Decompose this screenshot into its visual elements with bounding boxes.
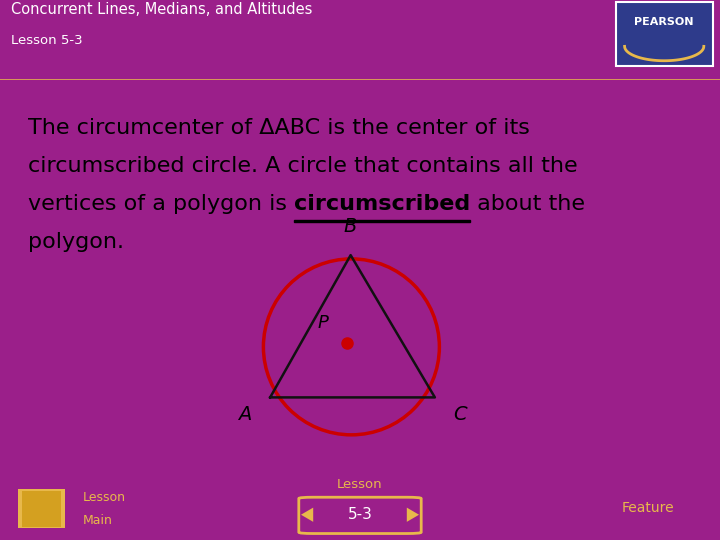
Text: P: P xyxy=(318,314,328,332)
Text: Lesson: Lesson xyxy=(337,478,383,491)
Polygon shape xyxy=(301,508,313,522)
Text: 5-3: 5-3 xyxy=(348,507,372,522)
Text: Main: Main xyxy=(83,514,112,527)
Text: Feature: Feature xyxy=(621,501,675,515)
Text: B: B xyxy=(344,218,357,237)
Text: polygon.: polygon. xyxy=(28,232,124,252)
Text: A: A xyxy=(238,405,251,424)
Text: about the: about the xyxy=(470,194,585,214)
Text: circumscribed: circumscribed xyxy=(294,194,470,214)
Bar xyxy=(294,220,470,222)
FancyBboxPatch shape xyxy=(616,2,713,65)
Text: Lesson: Lesson xyxy=(83,491,126,504)
Text: Geometry: Geometry xyxy=(538,63,614,77)
FancyBboxPatch shape xyxy=(299,497,421,534)
Text: Concurrent Lines, Medians, and Altitudes: Concurrent Lines, Medians, and Altitudes xyxy=(11,2,312,17)
Text: Lesson 5-3: Lesson 5-3 xyxy=(11,33,82,46)
Text: vertices of a polygon is: vertices of a polygon is xyxy=(28,194,294,214)
Text: circumscribed circle. A circle that contains all the: circumscribed circle. A circle that cont… xyxy=(28,156,577,176)
Text: The circumcenter of ΔABC is the center of its: The circumcenter of ΔABC is the center o… xyxy=(28,118,530,138)
Text: C: C xyxy=(454,405,467,424)
Text: PEARSON: PEARSON xyxy=(634,17,694,28)
Polygon shape xyxy=(407,508,419,522)
FancyBboxPatch shape xyxy=(18,489,65,528)
FancyBboxPatch shape xyxy=(22,491,61,527)
